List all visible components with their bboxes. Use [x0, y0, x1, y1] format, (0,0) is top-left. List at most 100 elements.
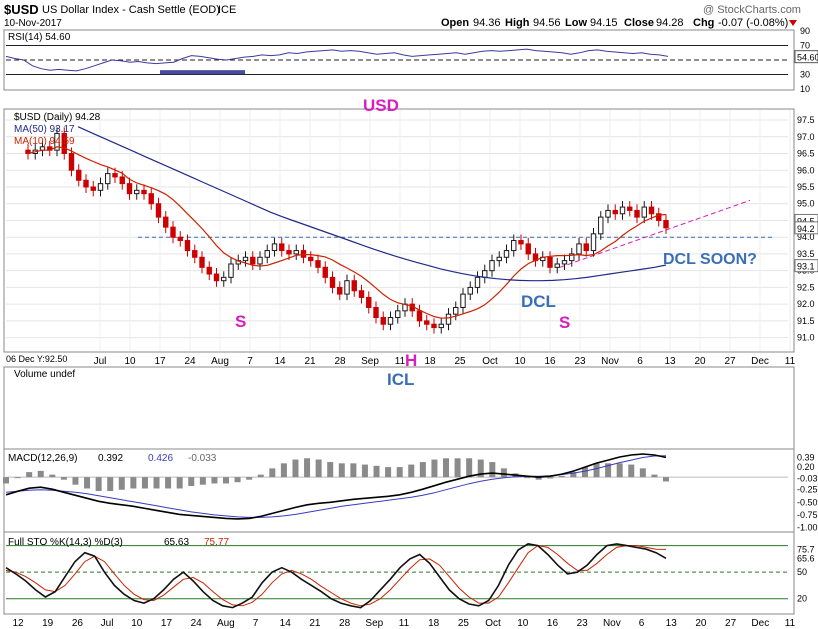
sto-xtick-label: 10 [131, 618, 143, 629]
price-candle [554, 263, 560, 268]
rsi-last-value-box [794, 50, 818, 64]
price-candle [90, 186, 96, 191]
macd-line [5, 453, 667, 520]
macd-histogram-bar [581, 467, 588, 478]
price-candle [228, 263, 234, 278]
price-candle [619, 206, 626, 215]
high-value: 94.56 [533, 17, 561, 29]
sto-xtick-label: 12 [12, 618, 24, 629]
price-candle [395, 310, 401, 319]
price-xtick-label: 7 [247, 356, 253, 367]
price-xtick-label: 10 [514, 356, 526, 367]
price-candle [453, 306, 459, 315]
price-candle [242, 256, 249, 262]
close-value: 94.28 [656, 17, 684, 29]
sto-xtick-label: Aug [217, 618, 235, 629]
sto-xtick-label: Dec [751, 618, 769, 629]
macd-histogram-bar [419, 462, 426, 478]
price-candle [612, 209, 618, 215]
price-xtick-label: 23 [574, 356, 586, 367]
sto-title-d: 75.77 [204, 537, 229, 548]
sto-xtick-label: 13 [666, 618, 678, 629]
chg-label: Chg [693, 17, 714, 29]
sto-xtick-label: 26 [72, 618, 84, 629]
price-xtick-label: Dec [751, 356, 769, 367]
price-xtick-label: Nov [601, 356, 619, 367]
watermark: @ StockCharts.com [703, 4, 801, 16]
macd-histogram-bar [130, 477, 137, 489]
price-xtick-label: Oct [482, 356, 498, 367]
price-candle [192, 250, 198, 258]
price-candle [148, 193, 154, 205]
price-ytick-label: 95.5 [797, 182, 815, 192]
price-xtick-label: 11 [395, 356, 406, 367]
sto-xtick-label: 7 [253, 618, 259, 629]
rsi-ytick-label: 10 [800, 84, 810, 94]
macd-histogram-bar [188, 477, 195, 486]
macd-histogram-bar [84, 477, 91, 489]
sto-xtick-label: Oct [485, 618, 501, 629]
price-candle [627, 206, 633, 211]
macd-histogram-bar [60, 477, 67, 480]
macd-histogram-bar [408, 464, 415, 478]
chart-date: 10-Nov-2017 [4, 18, 62, 29]
sto-xtick-label: 19 [42, 618, 54, 629]
price-xtick-label: 17 [154, 356, 166, 367]
price-candle [315, 260, 321, 268]
annotation-icl: ICL [387, 370, 414, 389]
price-ytick-label: 97.5 [797, 115, 815, 125]
rsi-layer: 907050301054.60 [5, 26, 818, 94]
price-ytick-label: 91.0 [797, 333, 815, 343]
macd-histogram-bar [350, 463, 357, 478]
price-ytick-label: 97.0 [797, 132, 815, 142]
annotation-s-left: S [235, 312, 246, 331]
sto-layer: 75.765.6 50 20 12 19 26 Jul 10 17 24 Aug 7 14 21 28 Sep… [5, 543, 815, 629]
sto-panel [3, 531, 795, 615]
sto-xtick-label: Nov [603, 618, 621, 629]
macd-histogram-bar [153, 477, 160, 489]
macd-histogram-bar [570, 472, 577, 478]
price-candle [68, 153, 75, 171]
price-candle [460, 293, 466, 308]
ohlc-summary: Open 94.36 High 94.56 Low 94.15 Close 94… [441, 17, 788, 29]
macd-histogram-bar [500, 468, 507, 478]
price-candle [112, 173, 118, 178]
macd-title-hist: -0.033 [188, 453, 217, 464]
high-label: High [505, 17, 530, 29]
sto-d-line [5, 545, 667, 607]
price-panel [3, 108, 795, 353]
price-candle [641, 206, 647, 218]
sto-k-line [5, 543, 667, 609]
macd-histogram-bar [315, 459, 322, 478]
macd-histogram-bar [616, 463, 623, 478]
macd-histogram-bar [628, 464, 635, 478]
price-candle [416, 310, 423, 322]
price-xtick-label: 27 [724, 356, 736, 367]
macd-histogram-bar [338, 463, 345, 478]
macd-histogram-bar [327, 462, 334, 478]
sto-xtick-label: 28 [339, 618, 351, 629]
price-title: $USD (Daily) 94.28 [14, 112, 101, 123]
annotation-s-right: S [559, 313, 570, 332]
price-candle [76, 169, 82, 181]
price-candle [518, 240, 524, 245]
price-candle [511, 240, 517, 252]
price-candle [54, 132, 60, 151]
price-candle [576, 243, 582, 255]
macd-histogram-bar [663, 477, 669, 482]
macd-histogram-bar [361, 464, 368, 478]
macd-histogram-bar [107, 477, 114, 491]
macd-layer: 0.390.20 -0.03-0.25 -0.50 -0.75 -1.00 [3, 453, 818, 532]
price-candle [474, 276, 481, 288]
price-candle [293, 250, 299, 255]
macd-histogram-bar [199, 477, 206, 485]
price-candle [177, 236, 183, 242]
rsi-ytick-label: 90 [800, 26, 810, 36]
price-candle [97, 183, 104, 191]
price-ytick-label: 96.5 [797, 149, 815, 159]
price-candle [424, 320, 430, 325]
price-xtick-label: 28 [334, 356, 346, 367]
price-xtick-label: 21 [304, 356, 316, 367]
price-right-value-box [794, 259, 818, 273]
price-candle [337, 286, 343, 295]
